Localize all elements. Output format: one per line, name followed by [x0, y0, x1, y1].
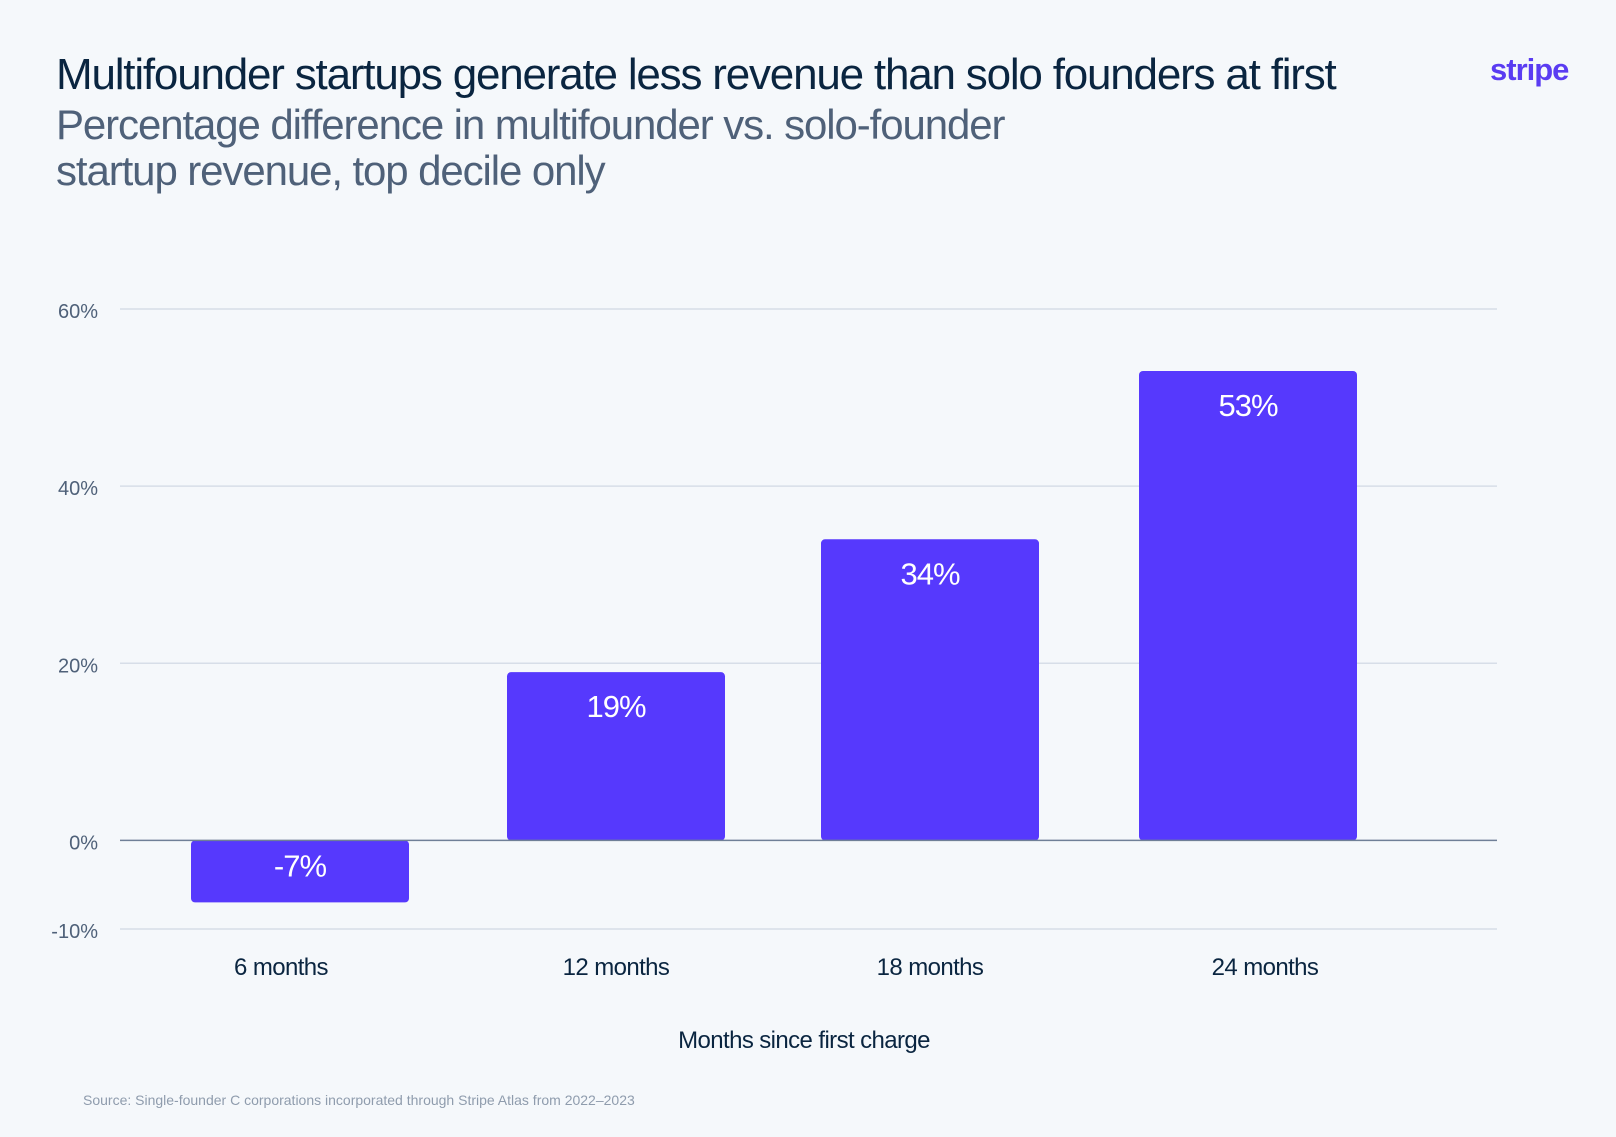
bar-24-months	[1139, 371, 1357, 841]
bars	[191, 371, 1357, 903]
bar-value-label: 19%	[586, 689, 645, 724]
y-tick-label: -10%	[51, 921, 98, 943]
bar-18-months	[821, 539, 1039, 841]
bar-value-label: -7%	[274, 848, 327, 883]
x-category-label: 18 months	[877, 954, 984, 981]
bar-value-label: 34%	[900, 556, 959, 591]
x-axis-title: Months since first charge	[678, 1027, 930, 1054]
bar-12-months	[507, 672, 725, 841]
y-tick-label: 60%	[58, 301, 98, 323]
x-category-label: 12 months	[563, 954, 670, 981]
y-tick-label: 0%	[69, 832, 98, 854]
bar-value-label: 53%	[1218, 388, 1277, 423]
stripe-logo: stripe	[1490, 52, 1569, 87]
source-note: Source: Single-founder C corporations in…	[83, 1092, 635, 1108]
x-axis-categories: 6 months 12 months 18 months 24 months	[234, 954, 1319, 981]
chart-subtitle: Percentage difference in multifounder vs…	[56, 101, 1006, 194]
x-category-label: 24 months	[1212, 954, 1319, 981]
chart-title: Multifounder startups generate less reve…	[56, 50, 1337, 99]
value-labels: -7% 19% 34% 53%	[274, 388, 1279, 883]
y-axis-ticks: -10% 0% 20% 40% 60%	[51, 301, 98, 943]
y-tick-label: 40%	[58, 478, 98, 500]
y-tick-label: 20%	[58, 655, 98, 677]
bar-6-months	[191, 840, 409, 903]
x-category-label: 6 months	[234, 954, 329, 981]
